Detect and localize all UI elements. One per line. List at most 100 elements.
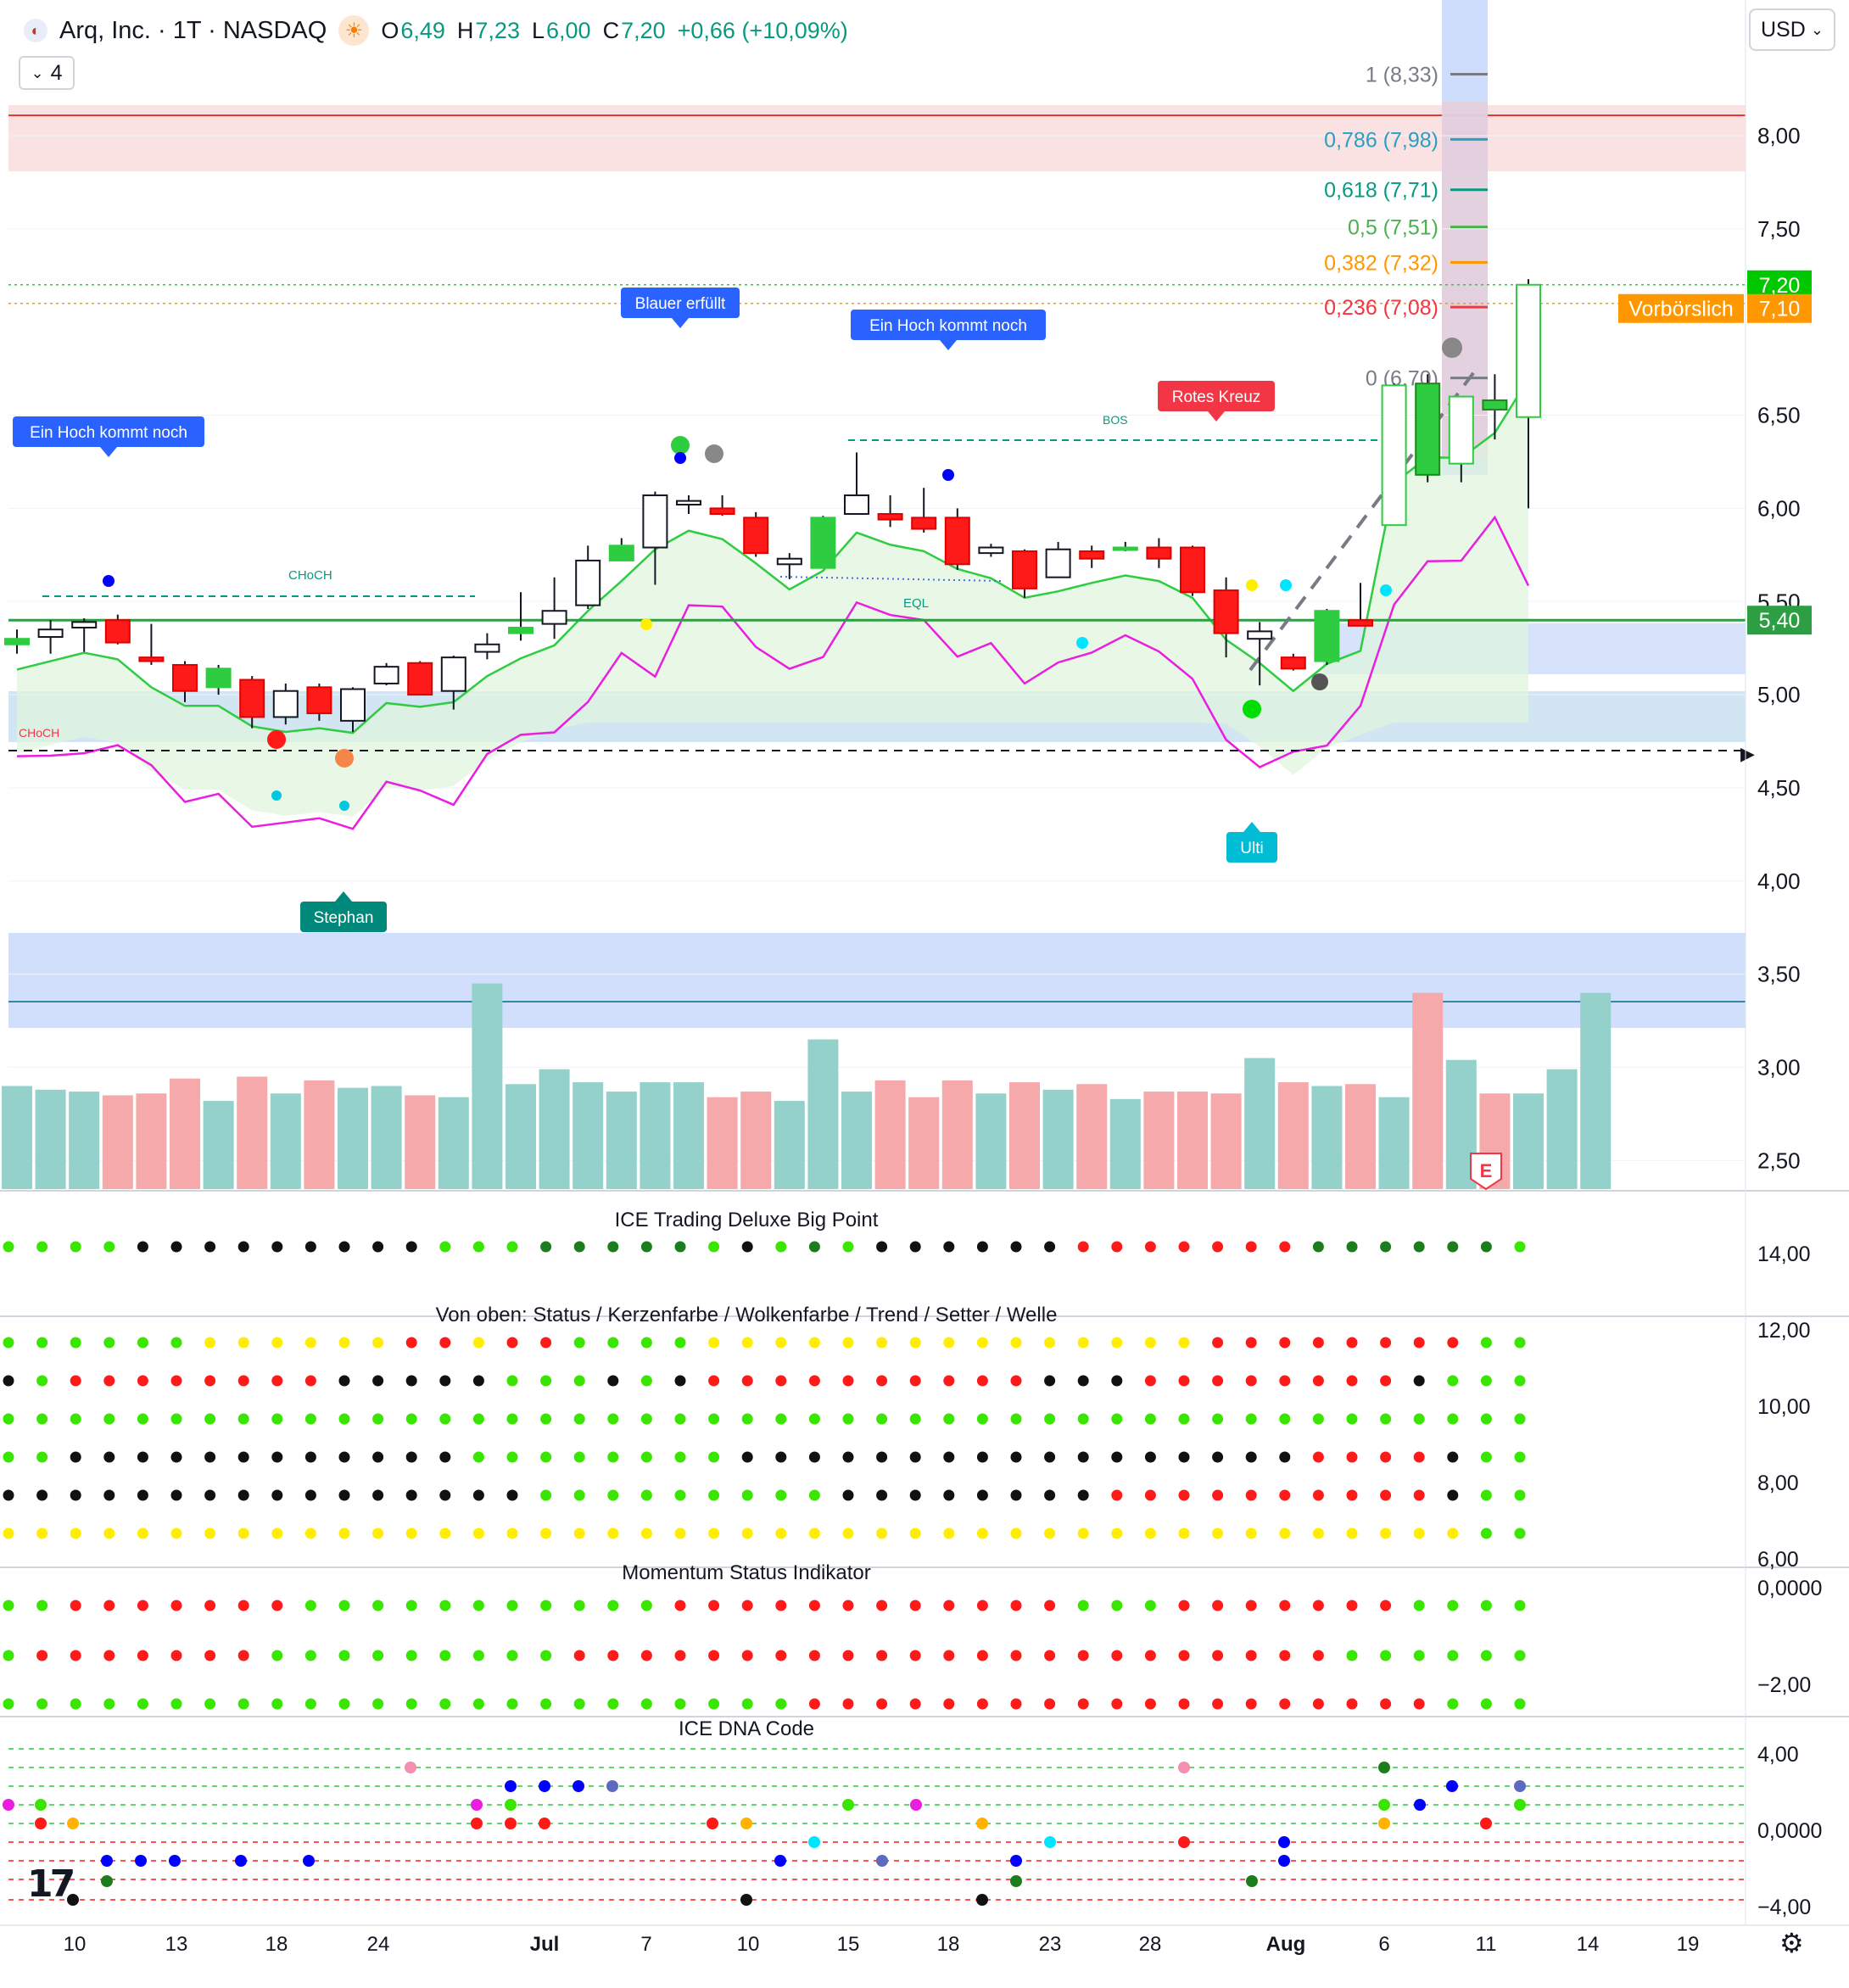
status-dot (405, 1489, 417, 1501)
status-dot (1245, 1413, 1257, 1425)
status-dot (1178, 1650, 1190, 1661)
status-dot (237, 1698, 249, 1710)
currency-label: USD (1761, 17, 1806, 42)
status-dot (1380, 1650, 1392, 1661)
status-dot (271, 1375, 283, 1387)
status-dot (1380, 1337, 1392, 1349)
status-dot (1312, 1527, 1324, 1539)
status-dot (237, 1489, 249, 1501)
status-dot (405, 1337, 417, 1349)
status-dot (137, 1650, 148, 1661)
status-dot (1144, 1527, 1156, 1539)
status-dot (1514, 1375, 1526, 1387)
dna-dot (1378, 1762, 1390, 1773)
status-dot (943, 1241, 955, 1253)
status-dot (137, 1489, 148, 1501)
status-dot (204, 1413, 216, 1425)
dna-dot (910, 1799, 922, 1811)
status-dot (1480, 1241, 1492, 1253)
status-dot (271, 1413, 283, 1425)
status-dot (472, 1413, 484, 1425)
sun-icon[interactable]: ☀ (338, 15, 370, 46)
price-badge (1747, 293, 1812, 323)
status-dot (876, 1241, 888, 1253)
dna-dot (1010, 1875, 1022, 1887)
status-dot (372, 1375, 384, 1387)
status-dot (170, 1527, 182, 1539)
signal-marker (1311, 673, 1328, 690)
status-dot (808, 1600, 820, 1611)
chart-header: ◐ Arq, Inc. · 1T · NASDAQ ☀ O 6,49 H 7,23 … (24, 12, 848, 49)
status-dot (372, 1650, 384, 1661)
time-tick-label: 10 (64, 1933, 87, 1956)
status-dot (36, 1600, 48, 1611)
status-dot (909, 1600, 921, 1611)
candle-body (205, 667, 232, 689)
status-dot (943, 1527, 955, 1539)
status-dot (170, 1375, 182, 1387)
status-dot (1212, 1413, 1224, 1425)
symbol-title[interactable]: Arq, Inc. · 1T · NASDAQ (59, 16, 327, 44)
status-dot (1346, 1650, 1358, 1661)
status-dot (439, 1241, 451, 1253)
annotation-callout: Ulti (1226, 822, 1277, 863)
status-dot (741, 1527, 753, 1539)
status-dot (674, 1451, 686, 1463)
status-dot (304, 1698, 316, 1710)
status-dot (976, 1241, 988, 1253)
status-dot (607, 1527, 619, 1539)
status-dot (842, 1337, 854, 1349)
candle-body (1012, 550, 1037, 589)
close-label: C (602, 17, 620, 43)
status-dot (204, 1600, 216, 1611)
status-dot (137, 1241, 148, 1253)
candle-body (1213, 589, 1239, 634)
dna-dot (1378, 1799, 1390, 1811)
status-dot (472, 1337, 484, 1349)
annotation-callout: Ein Hoch kommt noch (851, 310, 1046, 350)
status-dot (775, 1451, 787, 1463)
currency-select[interactable]: USD ⌄ (1749, 8, 1835, 51)
status-dot (338, 1413, 350, 1425)
status-dot (741, 1489, 753, 1501)
status-dot (540, 1650, 552, 1661)
status-dot (338, 1527, 350, 1539)
signal-marker (339, 801, 349, 811)
status-dot (1413, 1489, 1425, 1501)
volume-bar (2, 1086, 32, 1189)
status-dot (36, 1375, 48, 1387)
status-dot (204, 1650, 216, 1661)
status-dot (372, 1527, 384, 1539)
indicator-axis-label: 10,00 (1757, 1395, 1811, 1419)
status-dot (1111, 1375, 1123, 1387)
status-dot (607, 1451, 619, 1463)
time-tick-label: Aug (1266, 1933, 1306, 1956)
status-dot (1144, 1337, 1156, 1349)
candle-body (239, 678, 265, 718)
status-dot (1044, 1489, 1056, 1501)
status-dot (1010, 1413, 1022, 1425)
tradingview-logo-icon[interactable]: 17 (27, 1862, 75, 1906)
status-dot (607, 1698, 619, 1710)
status-dot (237, 1527, 249, 1539)
status-dot (405, 1698, 417, 1710)
dna-dot (101, 1875, 113, 1887)
panel-title: ICE Trading Deluxe Big Point (615, 1209, 879, 1231)
status-dot (976, 1413, 988, 1425)
status-dot (708, 1337, 720, 1349)
status-dot (1178, 1241, 1190, 1253)
dna-dot (707, 1818, 718, 1829)
status-dot (1077, 1375, 1089, 1387)
low-value: 6,00 (546, 17, 591, 43)
status-dot (506, 1698, 518, 1710)
signal-marker (674, 452, 686, 464)
indicator-axis-label: 0,0000 (1757, 1819, 1822, 1843)
callout-box (300, 902, 387, 932)
status-dot (909, 1650, 921, 1661)
volume-bar (640, 1082, 671, 1189)
candle-body (642, 494, 668, 549)
gear-icon[interactable]: ⚙ (1779, 1928, 1804, 1958)
volume-bar (673, 1082, 704, 1189)
indicator-collapse-button[interactable]: ⌄ 4 (19, 56, 75, 90)
